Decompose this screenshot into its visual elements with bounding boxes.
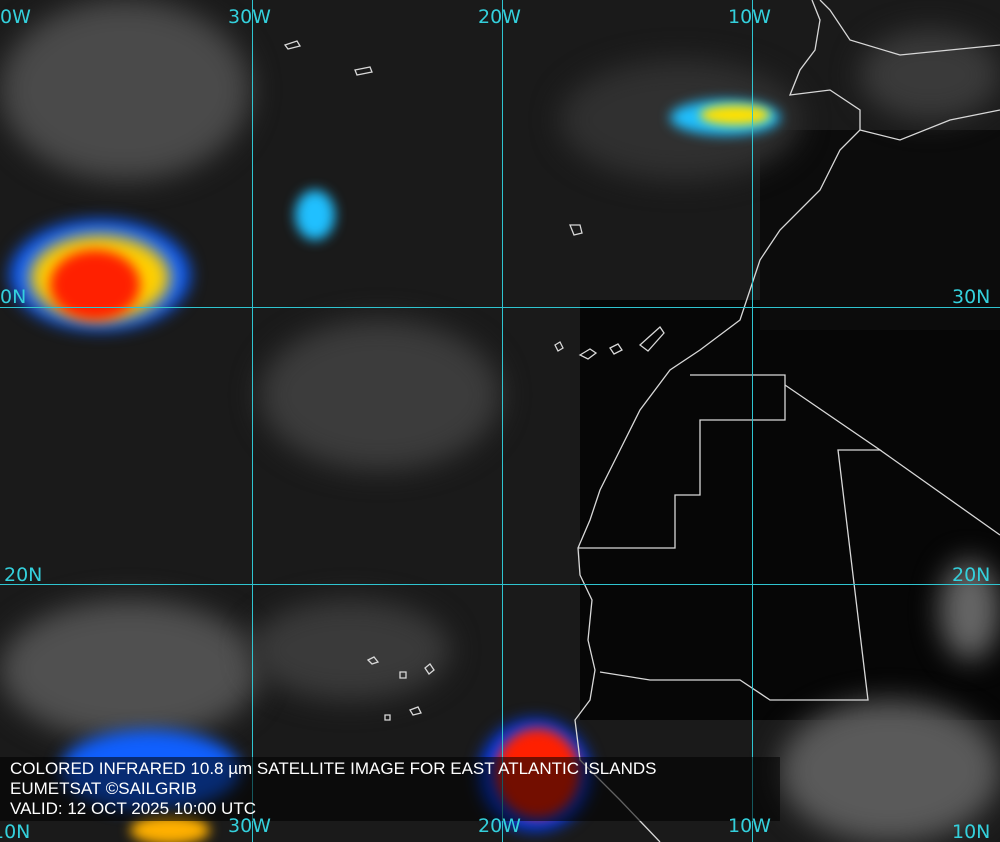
meridian-20w [502, 0, 503, 842]
island [366, 656, 435, 721]
land-area [760, 130, 1000, 330]
lon-label-top: 30W [228, 6, 271, 28]
cloud [0, 0, 250, 180]
cloud [940, 560, 1000, 660]
border [879, 449, 1000, 536]
cloud [780, 700, 1000, 842]
caption-valid-time: VALID: 12 OCT 2025 10:00 UTC [10, 799, 256, 818]
lat-label-right: 10N [952, 821, 991, 842]
parallel-20n [0, 584, 1000, 585]
convective-cell [50, 250, 140, 320]
lon-label-bottom: 30W [228, 815, 271, 837]
coastline-mediterranean [859, 109, 1000, 141]
lat-label-right: 20N [952, 564, 991, 586]
coastline-africa [574, 0, 861, 842]
meridian-10w [752, 0, 753, 842]
parallel-30n [0, 307, 1000, 308]
lon-label-bottom: 10W [728, 815, 771, 837]
island [283, 40, 373, 76]
coastline-iberia [819, 0, 1000, 56]
lat-label-right: 30N [952, 286, 991, 308]
cloud [0, 600, 260, 740]
lat-label-left: 20N [4, 564, 43, 586]
caption-title: COLORED INFRARED 10.8 µm SATELLITE IMAGE… [10, 759, 657, 778]
border [578, 374, 786, 549]
lon-label-top: 0W [0, 6, 31, 28]
cloud [260, 320, 500, 470]
lon-label-top: 10W [728, 6, 771, 28]
cloud [860, 30, 1000, 120]
lon-label-bottom: 20W [478, 815, 521, 837]
caption-box: COLORED INFRARED 10.8 µm SATELLITE IMAGE… [0, 757, 780, 821]
island [554, 224, 665, 360]
meridian-30w [252, 0, 253, 842]
lat-label-left: 10N [0, 821, 31, 842]
convective-cell [295, 190, 335, 240]
cloud [250, 600, 450, 700]
caption-credit: EUMETSAT ©SAILGRIB [10, 779, 197, 798]
border [599, 384, 883, 701]
lon-label-top: 20W [478, 6, 521, 28]
land-area [580, 300, 1000, 720]
lat-label-left: 0N [0, 286, 27, 308]
